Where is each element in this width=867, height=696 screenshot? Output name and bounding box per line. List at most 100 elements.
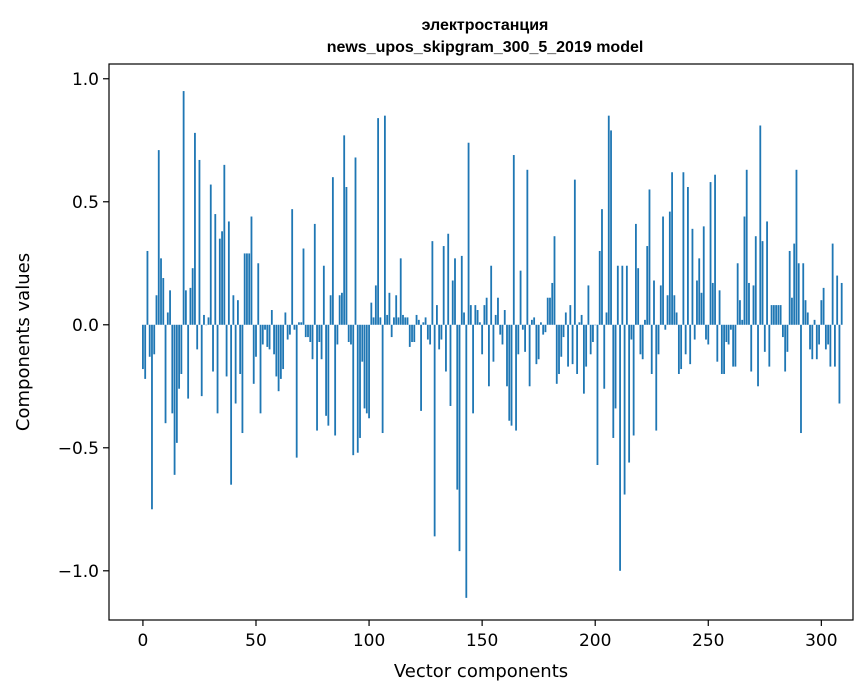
- bar-15: [175, 324, 178, 443]
- bar-282: [779, 305, 782, 325]
- x-axis-ticks: 0 50 100 150 200 250 300: [138, 620, 838, 651]
- bar-189: [569, 305, 572, 325]
- bar-176: [540, 322, 542, 325]
- bar-215: [628, 324, 631, 463]
- bar-68: [295, 324, 298, 458]
- bar-240: [684, 324, 687, 355]
- bar-213: [623, 324, 626, 495]
- bar-216: [630, 324, 633, 340]
- bar-277: [768, 324, 771, 367]
- bar-10: [164, 324, 167, 424]
- bar-36: [223, 164, 226, 325]
- bar-289: [795, 169, 798, 325]
- bar-150: [481, 324, 484, 355]
- bar-258: [725, 324, 728, 342]
- bar-17: [180, 324, 183, 374]
- bar-208: [612, 324, 615, 438]
- bar-84: [331, 177, 334, 325]
- bar-172: [530, 319, 533, 325]
- bar-31: [212, 324, 214, 372]
- bar-231: [664, 324, 667, 330]
- x-tick-label-0: 0: [138, 631, 149, 651]
- y-tick-label-1: 0.5: [72, 193, 99, 213]
- bar-122: [417, 319, 420, 325]
- bar-4: [151, 324, 153, 510]
- bar-129: [433, 324, 436, 537]
- bar-82: [327, 324, 330, 426]
- bar-212: [621, 265, 624, 325]
- bar-278: [770, 305, 773, 325]
- bar-210: [616, 265, 619, 325]
- bar-193: [578, 322, 581, 325]
- bar-168: [521, 324, 524, 330]
- bar-308: [838, 324, 841, 404]
- bar-252: [711, 282, 714, 325]
- bar-257: [723, 324, 726, 374]
- bar-309: [840, 282, 843, 325]
- bar-32: [214, 214, 217, 325]
- bar-96: [359, 324, 361, 438]
- bar-214: [625, 265, 628, 325]
- bar-300: [820, 300, 823, 325]
- bar-238: [680, 324, 683, 370]
- x-axis-label: Vector components: [394, 661, 568, 682]
- bar-101: [370, 302, 373, 325]
- bar-226: [653, 280, 655, 325]
- bar-285: [786, 324, 789, 352]
- bar-9: [162, 278, 165, 325]
- bar-188: [567, 324, 569, 367]
- y-tick-label-3: −0.5: [58, 439, 99, 459]
- bar-247: [700, 292, 703, 325]
- bar-266: [743, 216, 746, 325]
- bar-series: [142, 91, 843, 598]
- bar-81: [325, 324, 327, 416]
- x-tick-label-300: 300: [805, 631, 837, 651]
- plot-area-frame: [108, 63, 854, 621]
- bar-161: [506, 324, 508, 387]
- bar-57: [270, 310, 273, 325]
- bar-155: [492, 324, 495, 362]
- bar-7: [157, 150, 160, 325]
- bar-180: [549, 297, 551, 325]
- bar-46: [246, 253, 248, 325]
- bar-250: [707, 324, 710, 345]
- bar-117: [406, 317, 409, 325]
- bar-201: [596, 324, 599, 466]
- bar-264: [739, 300, 741, 325]
- bar-204: [603, 324, 606, 389]
- bar-235: [673, 295, 676, 325]
- bar-77: [316, 324, 318, 431]
- bar-198: [589, 324, 592, 355]
- bar-267: [745, 169, 748, 325]
- bar-67: [293, 324, 296, 330]
- bar-296: [811, 324, 814, 360]
- bar-295: [809, 324, 811, 350]
- bar-280: [775, 305, 778, 325]
- bar-13: [171, 324, 174, 414]
- bar-121: [415, 314, 418, 325]
- bar-98: [363, 324, 366, 409]
- bar-217: [632, 324, 635, 436]
- bar-38: [227, 221, 230, 325]
- bar-116: [404, 317, 407, 325]
- bar-83: [329, 295, 332, 325]
- bar-92: [350, 324, 352, 345]
- bar-108: [386, 314, 389, 325]
- bar-209: [614, 324, 617, 409]
- bar-69: [298, 322, 300, 325]
- bar-220: [639, 324, 642, 355]
- bar-23: [194, 132, 196, 325]
- bar-56: [268, 324, 271, 350]
- bar-34: [218, 238, 221, 325]
- bar-269: [750, 324, 753, 372]
- bar-173: [533, 317, 536, 325]
- bar-39: [230, 324, 233, 485]
- chart-title-line1: электростанция: [422, 17, 549, 34]
- bar-120: [413, 324, 416, 342]
- bar-21: [189, 287, 192, 325]
- bar-171: [528, 324, 531, 387]
- bar-306: [834, 324, 836, 367]
- bar-283: [781, 324, 784, 338]
- bar-139: [456, 324, 459, 490]
